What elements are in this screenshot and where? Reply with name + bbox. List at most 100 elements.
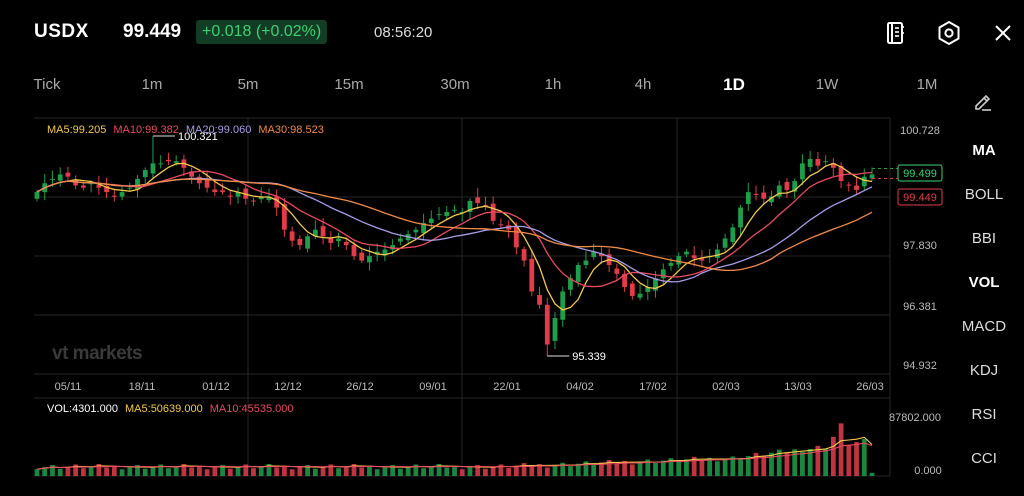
candle-body [568, 278, 573, 290]
candle-body [483, 204, 488, 206]
indicator-rsi[interactable]: RSI [971, 406, 997, 423]
tab-4h[interactable]: 4h [634, 76, 652, 93]
vol-ma5-legend: MA5:50639.000 [125, 403, 203, 415]
candle-body [699, 258, 705, 261]
notebook-icon[interactable] [880, 18, 910, 48]
volume-bar [367, 465, 372, 476]
volume-bar [676, 461, 682, 476]
candle-body [34, 192, 40, 199]
volume-bar [111, 465, 117, 476]
candle-body [684, 251, 689, 255]
candle-body [421, 223, 426, 234]
indicator-vol[interactable]: VOL [968, 274, 1000, 291]
date-axis-label: 17/02 [639, 381, 667, 393]
tab-tick[interactable]: Tick [33, 76, 61, 93]
volume-bar [351, 463, 357, 476]
tab-1d[interactable]: 1D [723, 75, 745, 94]
volume-bar [34, 469, 40, 476]
candle-body [436, 214, 442, 216]
volume-bar [243, 464, 249, 476]
volume-bar [722, 458, 728, 476]
volume-bar [521, 463, 527, 476]
volume-bar [235, 466, 241, 476]
close-icon[interactable] [988, 18, 1018, 48]
candle-body [135, 178, 140, 190]
candle-body [413, 229, 419, 233]
candle-body [119, 192, 125, 197]
price-axis-label: 97.830 [903, 240, 937, 252]
volume-bar [266, 463, 272, 476]
volume-bar [436, 463, 442, 476]
candle-body [274, 196, 280, 208]
volume-bar [413, 464, 419, 476]
draw-pencil-icon[interactable] [972, 90, 994, 112]
price-axis-label: 94.932 [903, 360, 937, 372]
indicator-bbi[interactable]: BBI [971, 230, 997, 247]
tab-1m[interactable]: 1m [141, 76, 163, 93]
candle-body [390, 245, 396, 250]
candle-body [591, 251, 597, 258]
volume-bar [575, 463, 581, 476]
candle-body [869, 174, 875, 179]
indicator-cci[interactable]: CCI [971, 450, 997, 467]
candle-body [846, 184, 852, 186]
volume-bar [135, 465, 140, 476]
candle-body [88, 183, 94, 185]
volume-bar [699, 460, 705, 476]
header-bar: USDX 99.449 +0.018 (+0.02%) 08:56:20 [0, 0, 1024, 64]
candle-body [158, 163, 164, 165]
volume-bar [537, 464, 542, 476]
tab-1m-month[interactable]: 1M [916, 76, 938, 93]
candle-body [668, 262, 674, 266]
candle-body [560, 291, 566, 320]
volume-axis-max: 87802.000 [889, 412, 941, 424]
candle-body [498, 224, 504, 226]
indicator-ma[interactable]: MA [972, 142, 996, 159]
volume-bar [467, 467, 473, 476]
broker-watermark: vt markets [52, 343, 143, 364]
candle-body [266, 196, 272, 201]
indicator-macd[interactable]: MACD [961, 318, 1007, 335]
volume-bar [861, 439, 867, 476]
candle-body [397, 238, 403, 242]
volume-bar [428, 466, 434, 476]
candle-body [544, 304, 550, 345]
volume-bar [560, 462, 566, 476]
volume-bar [807, 448, 813, 476]
candle-body [80, 185, 86, 188]
date-axis-label: 13/03 [784, 381, 812, 393]
volume-bar [792, 449, 798, 476]
candle-body [583, 260, 589, 265]
volume-bar [606, 459, 612, 476]
tab-1w[interactable]: 1W [815, 76, 839, 93]
price-tag-label: 99.449 [903, 192, 937, 204]
symbol-name[interactable]: USDX [34, 21, 89, 42]
tab-5m[interactable]: 5m [237, 76, 259, 93]
volume-bar [57, 468, 63, 476]
indicator-boll[interactable]: BOLL [964, 186, 1004, 203]
volume-bar [173, 466, 179, 476]
volume-bar [653, 462, 658, 476]
indicator-kdj[interactable]: KDJ [969, 362, 999, 379]
ma10-line [36, 170, 873, 288]
volume-bar [282, 465, 287, 476]
last-price: 99.449 [123, 21, 182, 42]
volume-bar [869, 472, 875, 476]
volume-bar [761, 455, 767, 476]
volume-bar [614, 463, 620, 476]
candle-body [428, 218, 434, 224]
price-change-badge: +0.018 (+0.02%) [196, 20, 328, 44]
tab-30m[interactable]: 30m [440, 76, 470, 93]
tab-15m[interactable]: 15m [334, 76, 364, 93]
volume-bar [80, 468, 86, 476]
volume-bar [158, 464, 164, 476]
volume-bar [382, 467, 388, 476]
candle-body [50, 178, 55, 180]
candle-body [312, 229, 318, 237]
settings-hexagon-icon[interactable] [934, 18, 964, 48]
candle-body [282, 204, 287, 230]
tab-1h[interactable]: 1h [544, 76, 562, 93]
volume-bar [459, 469, 465, 476]
volume-bar [691, 456, 697, 476]
